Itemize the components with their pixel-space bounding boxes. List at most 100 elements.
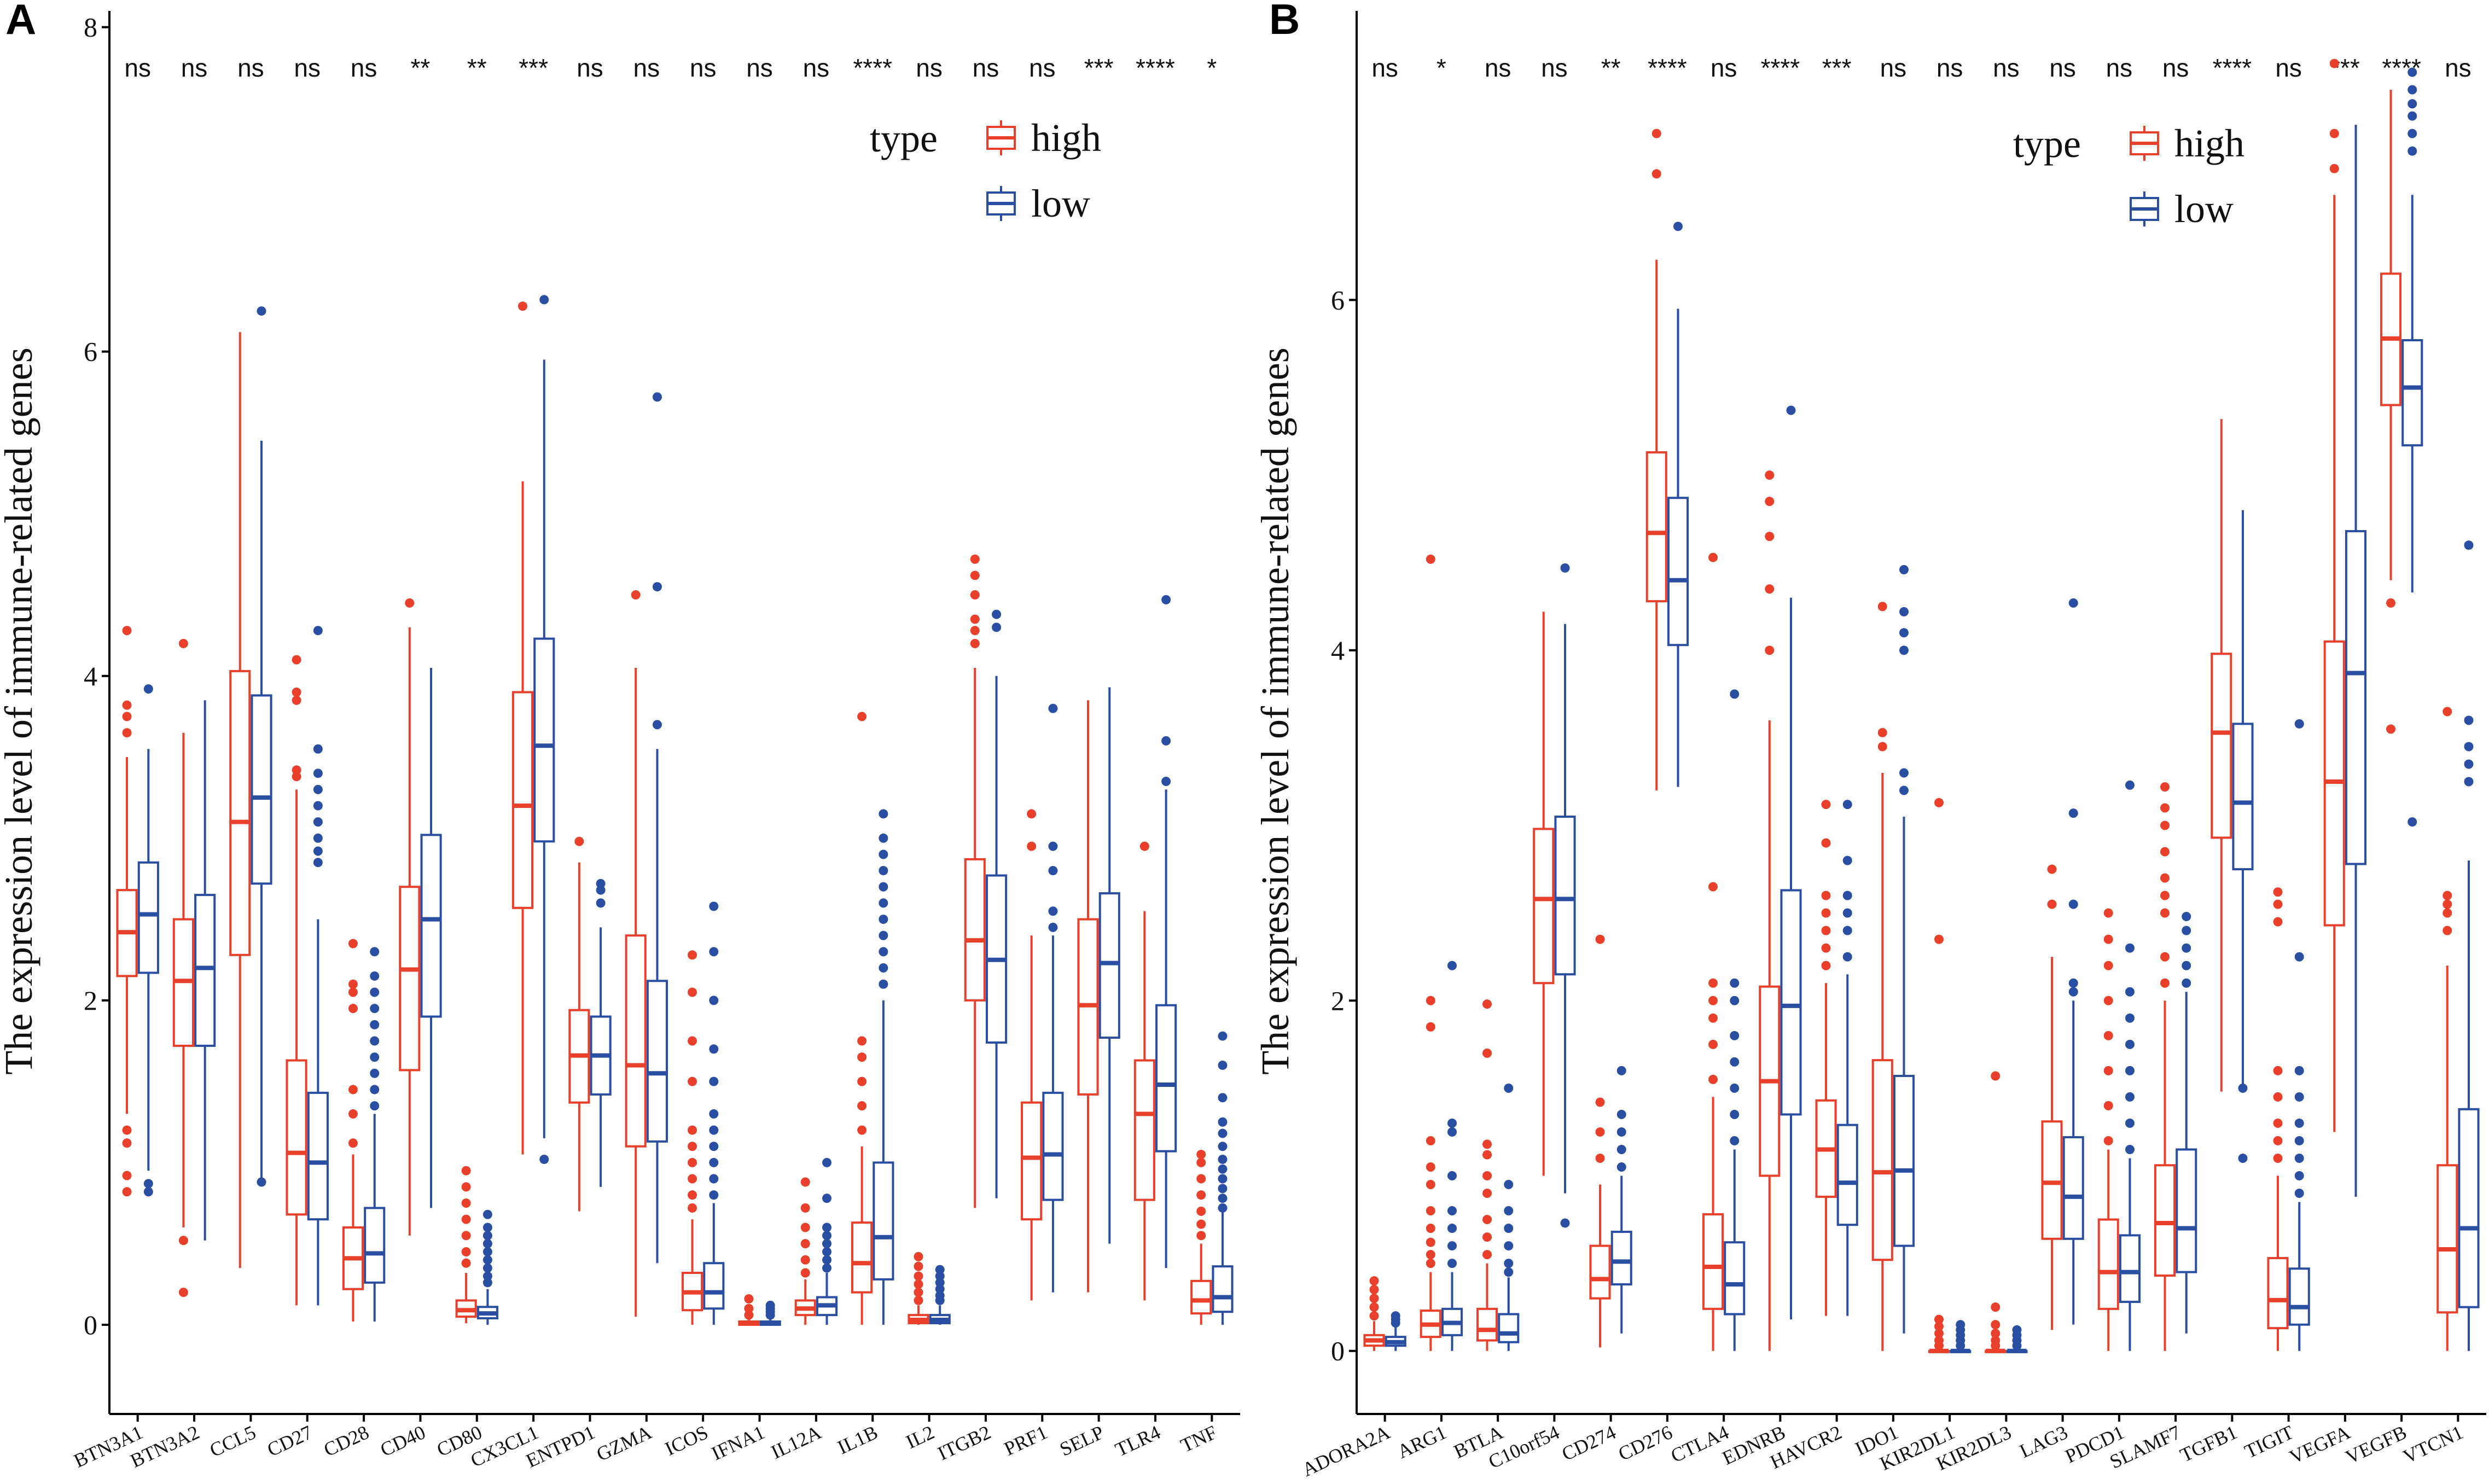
outlier-point [313,846,323,856]
outlier-point [744,1310,754,1320]
box-iqr [1610,1230,1632,1286]
outlier-point [2068,598,2078,608]
outlier-point [1196,1231,1206,1241]
outlier-point [405,598,415,608]
outlier-point [744,1294,754,1303]
outlier-point [1426,1250,1435,1260]
box-iqr [229,670,251,956]
x-tick-label: TLR4 [1112,1421,1164,1461]
outlier-point [292,687,301,697]
outlier-point [370,1036,380,1046]
outlier-point [2407,67,2417,77]
box-iqr [2154,1164,2176,1277]
y-axis-label: The expression level of immune-related g… [0,347,40,1075]
outlier-point [688,950,697,960]
legend-title: type [870,117,938,160]
outlier-point [370,1052,380,1062]
outlier-point [1048,906,1058,916]
outlier-point [857,712,867,721]
outlier-point [1482,1048,1492,1058]
x-tick-label: CD40 [377,1421,429,1461]
outlier-point [970,554,980,564]
outlier-point [709,1142,719,1151]
outlier-point [2160,847,2170,857]
outlier-point [348,987,358,997]
outlier-point [765,1300,775,1310]
box-iqr [399,886,421,1072]
outlier-point [879,979,888,989]
outlier-point [879,809,888,819]
box-high-ITGB2 [964,554,986,1208]
box-iqr [2345,530,2367,865]
x-tick-label: VTCN1 [2400,1421,2467,1468]
outlier-point [992,622,1002,632]
significance-label: ns [2106,54,2133,82]
outlier-point [1196,1150,1206,1160]
legend-title: type [2013,122,2081,166]
outlier-point [2160,978,2170,988]
outlier-point [879,898,888,908]
outlier-point [857,1052,867,1062]
box-high-VEGFA [2323,59,2345,1132]
outlier-point [1482,1232,1492,1242]
outlier-point [461,1258,471,1268]
significance-label: ns [633,54,660,82]
significance-label: ns [181,54,208,82]
outlier-point [1821,926,1831,935]
outlier-point [800,1223,810,1232]
outlier-point [914,1271,923,1281]
box-high-KIR2DL1 [1928,798,1950,1353]
outlier-point [348,1004,358,1014]
box-high-CD80 [455,1166,477,1323]
box-low-EDNRB [1780,405,1802,1320]
outlier-point [482,1278,492,1288]
outlier-point [822,1223,832,1232]
outlier-point [822,1239,832,1249]
box-iqr [1133,1059,1155,1201]
outlier-point [348,1109,358,1119]
outlier-point [1218,1203,1228,1213]
outlier-point [1447,961,1457,970]
outlier-point [709,1109,719,1119]
box-high-EDNRB [1759,470,1781,1351]
box-iqr [851,1221,873,1294]
outlier-point [1616,1162,1626,1172]
outlier-point [2103,1136,2113,1145]
outlier-point [688,987,697,997]
box-iqr [1498,1313,1520,1343]
outlier-point [1616,1127,1626,1137]
box-iqr [1476,1307,1498,1342]
outlier-point [482,1209,492,1219]
outlier-point [370,1020,380,1029]
box-iqr [1871,1059,1893,1261]
significance-label: **** [1136,54,1175,82]
box-high-CTLA4 [1702,552,1724,1351]
outlier-point [709,901,719,911]
box-low-HAVCR2 [1836,800,1858,1316]
box-high-ADORA2A [1363,1276,1385,1351]
outlier-point [482,1223,492,1232]
significance-label: * [1437,54,1446,82]
box-low-ARG1 [1441,961,1463,1351]
box-high-CD274 [1589,934,1611,1348]
outlier-point [2407,817,2417,827]
outlier-point [2047,864,2057,874]
box-iqr [1021,1101,1043,1221]
outlier-point [257,1177,266,1187]
outlier-point [800,1255,810,1265]
outlier-point [709,1190,719,1200]
outlier-point [1504,1241,1514,1251]
outlier-point [1821,838,1831,848]
outlier-point [313,784,323,794]
box-low-IFNA1 [759,1300,781,1326]
outlier-point [688,1142,697,1151]
significance-label: ns [690,54,717,82]
outlier-point [1482,1139,1492,1149]
outlier-point [461,1247,471,1256]
x-tick-label: LAG3 [2016,1421,2071,1462]
significance-label: ns [1485,54,1511,82]
box-low-TLR4 [1155,595,1177,1268]
box-high-IL2 [908,1252,929,1325]
outlier-point [2407,99,2417,109]
